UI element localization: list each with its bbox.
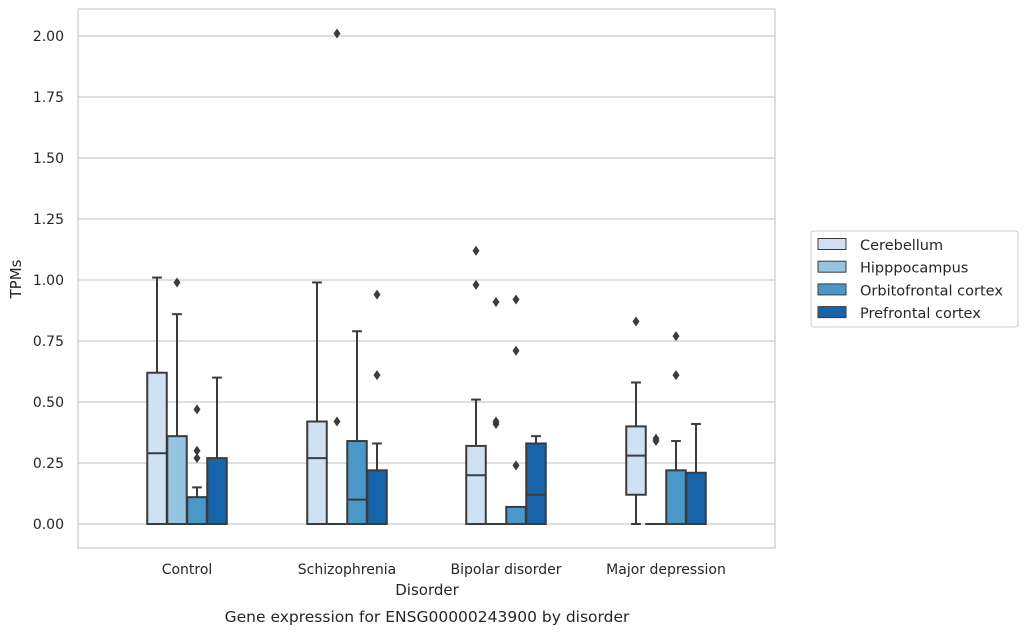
box-cerebellum bbox=[306, 281, 328, 525]
box-body bbox=[525, 442, 547, 526]
y-tick-label: 1.25 bbox=[33, 212, 64, 228]
box-prefrontal-cortex bbox=[366, 289, 388, 526]
box-body bbox=[186, 496, 208, 526]
box-prefrontal-cortex bbox=[685, 422, 707, 526]
box-body bbox=[166, 435, 188, 525]
outlier-point bbox=[632, 316, 640, 327]
y-tick-label: 0.75 bbox=[33, 334, 64, 350]
legend-frame bbox=[810, 230, 1019, 328]
x-tick-label: Schizophrenia bbox=[298, 562, 396, 578]
box-cerebellum bbox=[465, 245, 487, 526]
outlier-point bbox=[472, 279, 480, 290]
legend-label: Prefrontal cortex bbox=[860, 306, 981, 322]
outlier-point bbox=[193, 453, 201, 464]
outlier-point bbox=[512, 345, 520, 356]
outlier-point bbox=[333, 416, 341, 427]
box-hipppocampus bbox=[645, 433, 667, 526]
box-orbitofrontal-cortex bbox=[186, 404, 208, 526]
outlier-point bbox=[672, 331, 680, 342]
x-axis-title: Disorder bbox=[395, 581, 459, 599]
outlier-point bbox=[193, 404, 201, 415]
legend-swatch bbox=[817, 306, 847, 319]
y-tick-labels: 0.00 0.25 0.50 0.75 1.00 1.25 1.50 1.75 2.00 bbox=[33, 29, 64, 533]
box-body bbox=[306, 420, 328, 525]
box-body bbox=[206, 457, 228, 525]
box-body bbox=[665, 469, 687, 526]
box-groups bbox=[146, 28, 707, 526]
y-axis-title: TPMs bbox=[7, 259, 25, 299]
outlier-point bbox=[512, 294, 520, 305]
box-hipppocampus bbox=[326, 28, 348, 526]
x-tick-label: Control bbox=[162, 562, 213, 578]
box-body bbox=[346, 440, 368, 526]
outlier-point bbox=[492, 296, 500, 307]
box-prefrontal-cortex bbox=[206, 376, 228, 525]
y-tick-label: 0.50 bbox=[33, 395, 64, 411]
outlier-point bbox=[173, 277, 181, 288]
box-body bbox=[465, 444, 487, 526]
legend: Cerebellum Hipppocampus Orbitofrontal cort… bbox=[810, 230, 1019, 328]
box-cerebellum bbox=[625, 316, 647, 525]
outlier-point bbox=[373, 370, 381, 381]
x-tick-label: Bipolar disorder bbox=[450, 562, 561, 578]
y-tick-label: 1.00 bbox=[33, 273, 64, 289]
outlier-point bbox=[373, 289, 381, 300]
legend-swatch bbox=[817, 238, 847, 250]
box-body bbox=[366, 469, 388, 526]
box-orbitofrontal-cortex bbox=[505, 294, 527, 526]
outlier-point bbox=[512, 460, 520, 471]
legend-swatch bbox=[817, 260, 847, 273]
box-hipppocampus bbox=[485, 296, 507, 526]
x-tick-label: Major depression bbox=[606, 562, 726, 578]
box-body bbox=[505, 505, 527, 526]
box-body bbox=[685, 471, 707, 526]
y-tick-label: 0.25 bbox=[33, 456, 64, 472]
outlier-point bbox=[333, 28, 341, 39]
y-tick-label: 1.75 bbox=[33, 90, 64, 106]
y-tick-label: 0.00 bbox=[33, 517, 64, 533]
x-tick-labels: Control Schizophrenia Bipolar disorder Majo… bbox=[162, 562, 726, 578]
legend-swatch bbox=[817, 283, 847, 296]
y-tick-label: 2.00 bbox=[33, 29, 64, 45]
outlier-point bbox=[193, 445, 201, 456]
outlier-point bbox=[652, 433, 660, 444]
box-body bbox=[625, 425, 647, 496]
legend-label: Orbitofrontal cortex bbox=[860, 283, 1003, 299]
chart-caption: Gene expression for ENSG00000243900 by d… bbox=[225, 608, 630, 626]
box-body bbox=[146, 371, 168, 525]
outlier-point bbox=[672, 370, 680, 381]
legend-label: Cerebellum bbox=[860, 238, 943, 254]
legend-label: Hipppocampus bbox=[860, 261, 968, 277]
outlier-point bbox=[492, 416, 500, 427]
y-tick-label: 1.50 bbox=[33, 151, 64, 167]
box-hipppocampus bbox=[166, 277, 188, 525]
box-prefrontal-cortex bbox=[525, 435, 547, 526]
box-orbitofrontal-cortex bbox=[346, 330, 368, 526]
box-orbitofrontal-cortex bbox=[665, 331, 687, 526]
outlier-point bbox=[472, 245, 480, 256]
